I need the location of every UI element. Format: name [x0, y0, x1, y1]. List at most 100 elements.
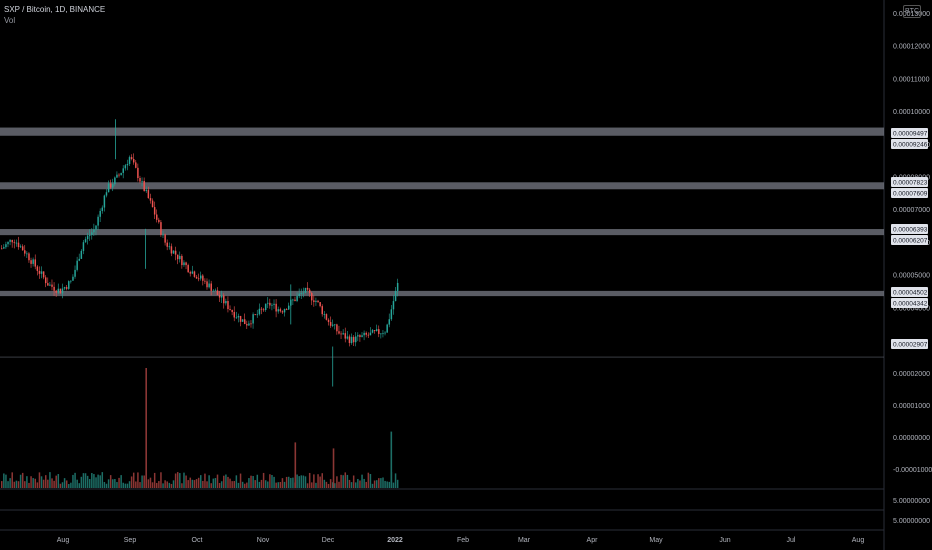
currency-badge[interactable]: BTC [903, 5, 921, 18]
candle-body [187, 265, 189, 273]
volume-bar [352, 475, 355, 488]
volume-bars [1, 368, 399, 488]
candle-body [147, 190, 150, 199]
resistance-zones [0, 127, 884, 358]
volume-bar [292, 477, 294, 488]
volume-bar [315, 482, 317, 488]
candle-body [32, 259, 34, 264]
volume-bar [51, 478, 53, 488]
volume-bar [181, 483, 183, 488]
volume-bar [363, 478, 365, 488]
volume-bar [218, 482, 221, 488]
volume-bar [166, 481, 168, 488]
volume-bar [156, 482, 158, 488]
volume-bar [174, 473, 177, 488]
price-badges: 0.00009497 0.00009246 0.00007823 0.00007609… [891, 128, 928, 349]
volume-bar [103, 481, 106, 488]
candle-body [252, 314, 254, 324]
price-badge-bg [891, 235, 928, 245]
volume-bar [216, 474, 219, 488]
volume-bar [65, 480, 68, 488]
volume-bar [3, 473, 5, 488]
candle-body [195, 276, 198, 279]
candle-body [105, 192, 108, 196]
indicator-axis-label: 5.00000000 [893, 498, 930, 505]
volume-bar [53, 480, 55, 488]
symbol-title: SXP / Bitcoin, 1D, BINANCE [4, 5, 106, 14]
candle-body [153, 207, 156, 215]
volume-bar [220, 481, 223, 488]
candle-body [279, 309, 282, 312]
volume-bar [279, 482, 282, 488]
candle-body [3, 247, 5, 249]
volume-bar [208, 475, 210, 488]
candle-body [267, 302, 269, 304]
volume-bar [84, 473, 87, 488]
volume-bar [9, 478, 11, 488]
volume-bar [124, 483, 127, 488]
time-axis-label: Oct [192, 537, 203, 544]
candle-body [116, 174, 118, 178]
candle-body [162, 234, 164, 236]
volume-bar [302, 475, 305, 488]
candle-body [172, 250, 175, 254]
price-badge-label: 0.00004342 [893, 301, 928, 308]
candle-body [197, 278, 200, 280]
candle-body [271, 304, 273, 306]
volume-bar [135, 481, 137, 488]
resistance-zone [0, 290, 884, 297]
candle-body [191, 271, 194, 274]
candle-body [84, 239, 87, 243]
candle-body [5, 244, 7, 248]
volume-bar [34, 478, 37, 488]
candle-body [365, 332, 367, 335]
volume-bar [371, 483, 374, 488]
volume-bar [317, 474, 319, 488]
candle-body [19, 246, 22, 248]
candle-body [304, 287, 307, 293]
candle-body [220, 295, 223, 298]
volume-bar [153, 472, 156, 488]
volume-bar [185, 475, 187, 488]
price-axis-label: 0.00005000 [893, 273, 930, 280]
volume-bar [239, 473, 242, 488]
candle-body [114, 177, 116, 185]
time-axis-label: Dec [322, 537, 335, 544]
candle-body [311, 292, 313, 301]
candle-body [329, 322, 332, 326]
candle-body [237, 315, 240, 318]
candle-body [40, 271, 43, 274]
volume-bar [392, 482, 395, 488]
volume-bar [59, 483, 62, 488]
candle-body [95, 225, 97, 230]
candle-body [7, 241, 9, 245]
candle-body [254, 314, 256, 316]
volume-bar [195, 479, 198, 488]
volume-bar [311, 482, 313, 488]
volume-bar [42, 479, 45, 488]
candle-body [342, 333, 344, 335]
candle-body [344, 333, 347, 339]
volume-bar [95, 477, 97, 488]
candle-body [86, 235, 89, 240]
candle-body [76, 260, 78, 270]
candle-body [380, 333, 382, 335]
price-axis: 0.00013000 0.00012000 0.00011000 0.00010000… [893, 11, 932, 525]
volume-bar [15, 480, 18, 488]
volume-bar [189, 477, 192, 488]
volume-bar [271, 474, 273, 488]
candle-body [273, 303, 275, 305]
volume-bar [260, 479, 263, 488]
volume-bar [107, 479, 110, 488]
volume-bar [346, 474, 349, 488]
volume-bar [331, 482, 334, 488]
volume-bar [1, 481, 3, 488]
volume-bar [359, 480, 361, 488]
volume-bar [76, 479, 78, 488]
candle-body [302, 292, 305, 294]
candle-body [246, 324, 248, 326]
time-axis-label: Apr [587, 537, 599, 544]
candle-body [367, 334, 370, 336]
time-axis-label: Jun [719, 537, 730, 544]
